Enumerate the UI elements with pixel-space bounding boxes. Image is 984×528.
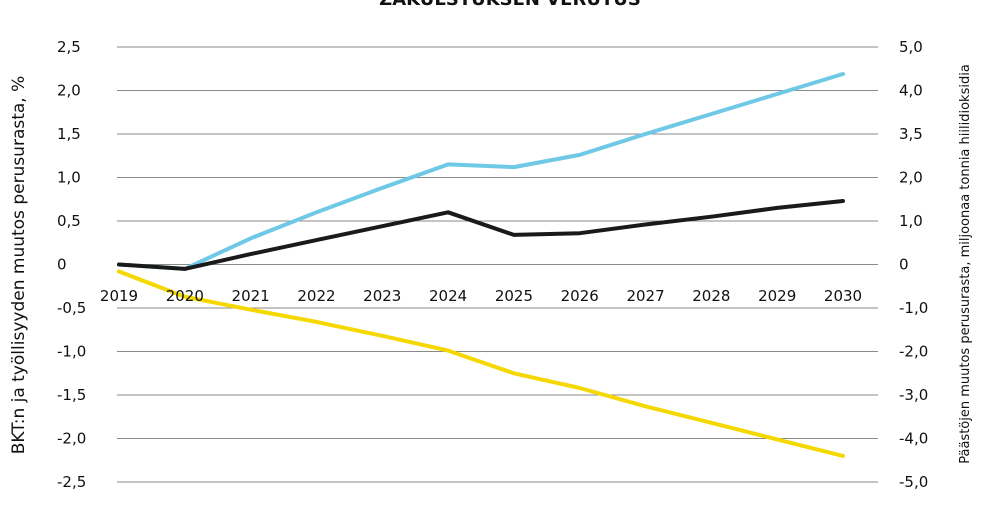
chart-title: ZÄKULSTUKSEN VERUTUS: [379, 0, 641, 10]
grid-lines: [117, 46, 878, 483]
x-tick-label: 2028: [692, 287, 730, 305]
x-tick-label: 2027: [626, 287, 664, 305]
y-tick-label: -2,0: [57, 430, 86, 448]
y2-tick-label: -1,0: [899, 299, 928, 317]
x-tick-label: 2019: [100, 287, 138, 305]
y2-tick-label: -4,0: [899, 430, 928, 448]
x-tick-label: 2023: [363, 287, 401, 305]
y2-tick-label: 0: [899, 256, 909, 274]
x-tick-label: 2029: [758, 287, 796, 305]
y-tick-label: -0,5: [57, 299, 86, 317]
x-tick-label: 2021: [232, 287, 270, 305]
y2-tick-label: -5,0: [899, 473, 928, 491]
y2-tick-label: -3,0: [899, 386, 928, 404]
y-tick-label: 2,5: [57, 38, 81, 56]
x-tick-label: 2024: [429, 287, 467, 305]
left-axis-label: BKT:n ja työllisyyden muutos perusurasta…: [9, 76, 29, 455]
y2-tick-label: 3,5: [899, 125, 923, 143]
series-line-3: [117, 269, 845, 458]
right-axis-ticks: 5,0 4,0 3,5 2,0 1,0 0 -1,0 -2,0 -3,0 -4,0 -5,0: [899, 38, 928, 491]
y-tick-label: 0: [57, 256, 67, 274]
series-line-2: [117, 199, 845, 271]
x-axis-ticks: 2019 2020 2021 2022 2023 2024 2025 2026 2027 2028…: [100, 287, 862, 305]
y-tick-label: 1,5: [57, 125, 81, 143]
y-tick-label: 2,0: [57, 82, 81, 100]
y2-tick-label: 1,0: [899, 212, 923, 230]
y-tick-label: -1,0: [57, 343, 86, 361]
y2-tick-label: -2,0: [899, 343, 928, 361]
x-tick-label: 2030: [824, 287, 862, 305]
series-line-1: [117, 72, 845, 271]
x-tick-label: 2026: [561, 287, 599, 305]
y2-tick-label: 2,0: [899, 169, 923, 187]
y2-tick-label: 5,0: [899, 38, 923, 56]
y-tick-label: 1,0: [57, 169, 81, 187]
y-tick-label: -1,5: [57, 386, 86, 404]
y-tick-label: -2,5: [57, 473, 86, 491]
y-tick-label: 0,5: [57, 212, 81, 230]
x-tick-label: 2022: [297, 287, 335, 305]
right-axis-label: Päästöjen muutos perusurasta, miljoonaa …: [958, 64, 973, 464]
series-lines: [117, 72, 845, 458]
x-tick-label: 2020: [166, 287, 204, 305]
x-tick-label: 2025: [495, 287, 533, 305]
left-axis-ticks: 2,5 2,0 1,5 1,0 0,5 0 -0,5 -1,0 -1,5 -2,0 -2,5: [57, 38, 86, 491]
y2-tick-label: 4,0: [899, 82, 923, 100]
